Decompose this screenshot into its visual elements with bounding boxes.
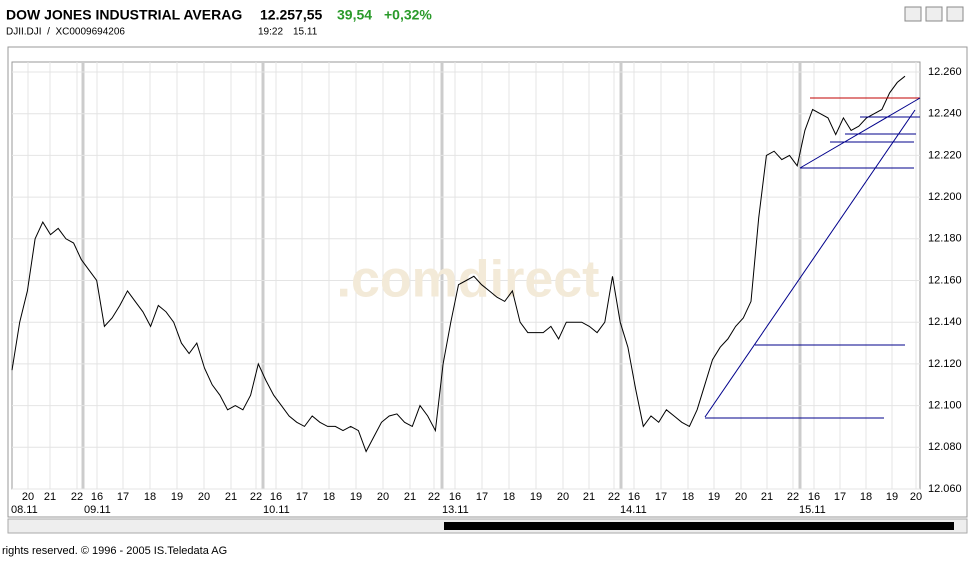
x-tick-label: 18 bbox=[144, 491, 156, 503]
y-tick-label: 12.100 bbox=[928, 400, 962, 412]
x-tick-label: 17 bbox=[476, 491, 488, 503]
price-line bbox=[11, 75, 906, 453]
icon-news[interactable] bbox=[925, 6, 943, 22]
x-tick-label: 19 bbox=[350, 491, 362, 503]
day-separator bbox=[261, 62, 265, 489]
day-separator bbox=[81, 62, 85, 489]
copyright: rights reserved. © 1996 - 2005 IS.Teleda… bbox=[2, 545, 227, 557]
title: DOW JONES INDUSTRIAL AVERAG bbox=[6, 7, 242, 23]
x-tick-label: 16 bbox=[91, 491, 103, 503]
x-tick-label: 20 bbox=[735, 491, 747, 503]
y-tick-label: 12.240 bbox=[928, 108, 962, 120]
x-tick-label: 22 bbox=[250, 491, 262, 503]
x-tick-label: 20 bbox=[377, 491, 389, 503]
x-tick-label: 21 bbox=[583, 491, 595, 503]
scroll-thumb[interactable] bbox=[444, 522, 954, 530]
day-separator bbox=[619, 62, 623, 489]
icon-chart[interactable] bbox=[904, 6, 922, 22]
trend-lines bbox=[704, 97, 921, 419]
x-tick-label: 17 bbox=[655, 491, 667, 503]
plot: 20 21 22 16 17 18 19 20 21 22 16 17 18 19 20 21 22 16 17 18… bbox=[11, 61, 962, 516]
scrollbar[interactable] bbox=[7, 518, 968, 534]
x-tick-label: 19 bbox=[171, 491, 183, 503]
x-tick-label: 20 bbox=[198, 491, 210, 503]
toolbar[interactable] bbox=[904, 6, 964, 22]
x-tick-label: 16 bbox=[808, 491, 820, 503]
date-label: 08.11 bbox=[11, 504, 38, 516]
x-tick-label: 21 bbox=[225, 491, 237, 503]
day-separator bbox=[440, 62, 444, 489]
trend-line bbox=[704, 109, 916, 418]
y-tick-label: 12.260 bbox=[928, 66, 962, 78]
x-tick-label: 16 bbox=[270, 491, 282, 503]
y-tick-label: 12.200 bbox=[928, 191, 962, 203]
x-tick-label: 22 bbox=[428, 491, 440, 503]
icon-print[interactable] bbox=[946, 6, 964, 22]
change-pct: +0,32% bbox=[384, 7, 432, 23]
date-label: 10.11 bbox=[263, 504, 290, 516]
symbol: DJII.DJI / XC0009694206 bbox=[6, 27, 125, 38]
y-tick-label: 12.220 bbox=[928, 149, 962, 161]
panel bbox=[7, 46, 968, 518]
x-tick-label: 20 bbox=[22, 491, 34, 503]
trend-line bbox=[799, 97, 921, 169]
x-tick-label: 19 bbox=[708, 491, 720, 503]
y-tick-label: 12.060 bbox=[928, 483, 962, 495]
x-tick-label: 16 bbox=[449, 491, 461, 503]
x-tick-label: 16 bbox=[628, 491, 640, 503]
day-separator bbox=[798, 62, 802, 489]
x-tick-label: 17 bbox=[296, 491, 308, 503]
x-tick-label: 17 bbox=[834, 491, 846, 503]
y-tick-label: 12.180 bbox=[928, 233, 962, 245]
x-tick-label: 18 bbox=[503, 491, 515, 503]
x-tick-label: 17 bbox=[117, 491, 129, 503]
x-tick-label: 18 bbox=[323, 491, 335, 503]
x-tick-label: 18 bbox=[860, 491, 872, 503]
x-tick-label: 21 bbox=[44, 491, 56, 503]
x-tick-label: 21 bbox=[404, 491, 416, 503]
change: 39,54 bbox=[337, 7, 372, 23]
price: 12.257,55 bbox=[260, 7, 322, 23]
x-tick-label: 22 bbox=[787, 491, 799, 503]
x-tick-label: 20 bbox=[910, 491, 922, 503]
time: 19:22 bbox=[258, 27, 283, 38]
x-tick-label: 21 bbox=[761, 491, 773, 503]
x-tick-label: 18 bbox=[682, 491, 694, 503]
date-label: 09.11 bbox=[84, 504, 111, 516]
date-label: 14.11 bbox=[620, 504, 647, 516]
date-label: 15.11 bbox=[799, 504, 826, 516]
y-tick-label: 12.120 bbox=[928, 358, 962, 370]
x-tick-label: 19 bbox=[886, 491, 898, 503]
y-tick-label: 12.160 bbox=[928, 274, 962, 286]
x-tick-label: 22 bbox=[71, 491, 83, 503]
x-tick-label: 19 bbox=[530, 491, 542, 503]
x-tick-label: 20 bbox=[557, 491, 569, 503]
y-tick-label: 12.140 bbox=[928, 316, 962, 328]
date: 15.11 bbox=[293, 27, 318, 38]
y-tick-label: 12.080 bbox=[928, 441, 962, 453]
date-label: 13.11 bbox=[442, 504, 469, 516]
x-tick-label: 22 bbox=[608, 491, 620, 503]
